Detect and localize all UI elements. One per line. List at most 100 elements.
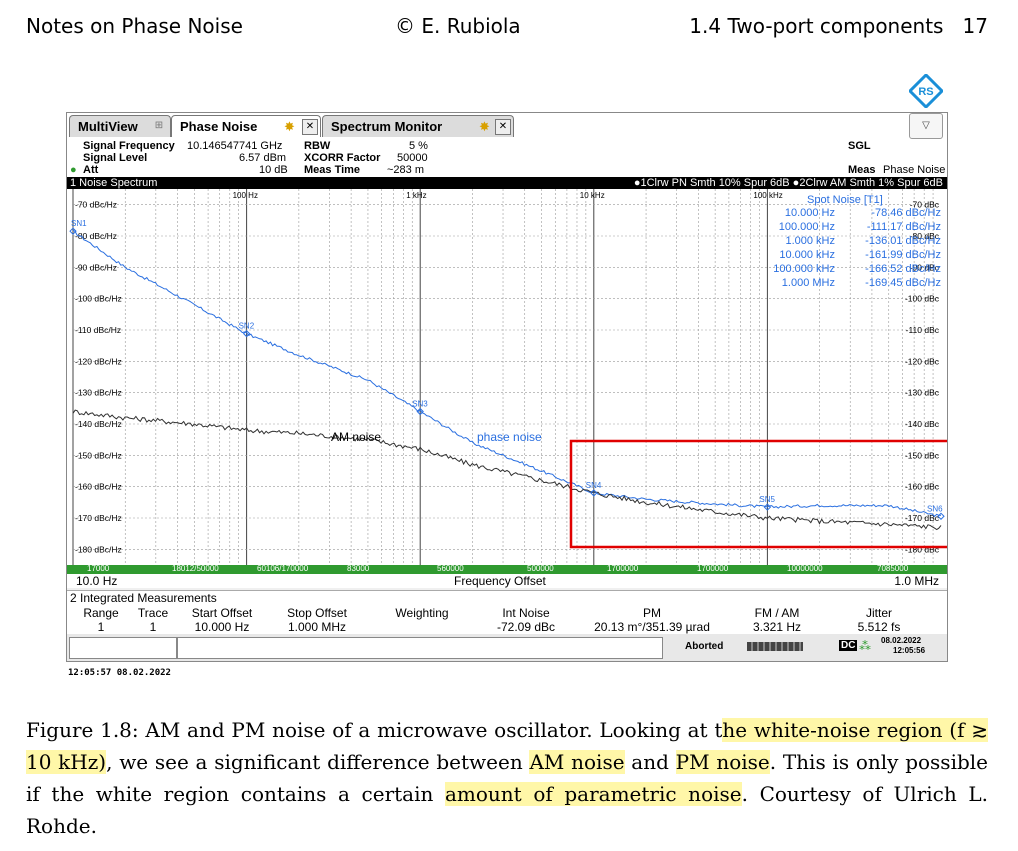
segment-label: 1700000	[607, 564, 639, 573]
segment-label: 17000	[87, 564, 110, 573]
caption-text: and	[624, 750, 676, 774]
tab-multiview-label: MultiView	[78, 119, 138, 134]
table-cell: -72.09 dBc	[496, 620, 556, 634]
spot-noise-offset: 100.000 kHz	[773, 263, 835, 275]
y-tick-label-right: -120 dBc	[905, 356, 940, 366]
close-icon[interactable]: ✕	[302, 119, 318, 135]
table-cell: 1	[149, 620, 157, 634]
y-tick-label: -80 dBc/Hz	[75, 231, 117, 241]
chevron-down-icon[interactable]: ▽	[909, 113, 943, 139]
table-cell: 20.13 m°/351.39 µrad	[594, 620, 710, 634]
spot-noise-value: -111.17 dBc/Hz	[867, 221, 941, 233]
noise-plot[interactable]: 100 Hz 1 kHz 10 kHz 100 kHz -70 dBc/Hz -70 dB…	[67, 189, 947, 565]
y-tick-label: -130 dBc/Hz	[75, 388, 122, 398]
y-tick-label-right: -80 dBc	[910, 231, 940, 241]
column-header: Int Noise	[502, 606, 550, 620]
meas-label: Meas	[848, 164, 876, 176]
spot-noise-offset: 10.000 Hz	[785, 207, 835, 219]
reference-icon: ⁂	[859, 639, 871, 653]
analyzer-screen: MultiView ⊞ Phase Noise ✸ ✕ Spectrum Mon…	[66, 112, 948, 662]
status-state: Aborted	[685, 641, 724, 652]
y-tick-label-right: -110 dBc	[906, 325, 940, 335]
signal-frequency-label: Signal Frequency	[83, 140, 175, 152]
y-tick-label-right: -100 dBc	[905, 294, 940, 304]
message-field	[177, 637, 663, 659]
window-title: 1 Noise Spectrum	[70, 177, 158, 189]
y-tick-label: -140 dBc/Hz	[75, 419, 122, 429]
column-header: PM	[643, 606, 661, 620]
status-dot-icon: ●	[70, 164, 77, 176]
caption-text: . This is only possible if the white reg…	[26, 750, 989, 806]
column-header: Start Offset	[191, 606, 253, 620]
y-tick-label-right: -150 dBc	[905, 450, 940, 460]
xcorr-label: XCORR Factor	[304, 152, 381, 164]
y-tick-label: -70 dBc/Hz	[75, 200, 117, 210]
meas-time-label: Meas Time	[304, 164, 361, 176]
close-icon[interactable]: ✕	[495, 119, 511, 135]
spot-noise-value: -78.46 dBc/Hz	[871, 207, 941, 219]
marker-sn5	[763, 503, 772, 511]
table-cell: 1	[97, 620, 105, 634]
status-bar: Aborted DC ⁂ 08.02.2022 12:05:56	[67, 634, 947, 661]
y-tick-label: -120 dBc/Hz	[75, 356, 122, 366]
att-label: Att	[83, 164, 99, 176]
tab-phase-noise[interactable]: Phase Noise ✸ ✕	[171, 115, 321, 137]
star-icon: ✸	[479, 119, 490, 134]
marker-sn3	[416, 407, 424, 416]
decade-label: 10 kHz	[580, 191, 605, 200]
tab-spectrum-monitor[interactable]: Spectrum Monitor ✸ ✕	[322, 115, 514, 137]
marker-label: SN5	[759, 495, 775, 504]
dc-badge: DC	[839, 640, 858, 651]
segment-label: 83000	[347, 564, 370, 573]
plot-canvas: 100 Hz 1 kHz 10 kHz 100 kHz -70 dBc/Hz -70 dB…	[69, 189, 947, 565]
window-title-bar: 1 Noise Spectrum ●1Clrw PN Smth 10% Spur…	[67, 177, 947, 189]
rs-logo-icon: RS	[909, 74, 943, 108]
marker-label: SN1	[71, 219, 87, 228]
marker-sn4	[590, 489, 598, 497]
caption-text: , we see a significant difference betwee…	[106, 750, 530, 774]
spot-noise-offset: 1.000 MHz	[782, 277, 835, 289]
x-axis-bar: 10.0 Hz Frequency Offset 1.0 MHz	[67, 574, 947, 588]
spot-noise-value: -169.45 dBc/Hz	[865, 277, 941, 289]
status-time: 12:05:56	[893, 646, 926, 655]
grid-icon: ⊞	[154, 120, 164, 131]
signal-level-value: 6.57 dBm	[239, 152, 287, 164]
segment-label: 10000000	[787, 564, 823, 573]
caption-highlight: AM noise	[529, 750, 625, 774]
y-tick-label: -180 dBc/Hz	[75, 544, 122, 554]
y-tick-label-right: -130 dBc	[905, 388, 940, 398]
status-date: 08.02.2022	[881, 636, 922, 645]
marker-sn1	[69, 227, 77, 235]
running-header-section: 1.4 Two-port components 17	[689, 14, 988, 38]
sgl-label: SGL	[848, 140, 871, 152]
y-tick-label: -160 dBc/Hz	[75, 482, 122, 492]
y-tick-label: -100 dBc/Hz	[75, 294, 122, 304]
segment-label: 60106/170000	[257, 564, 309, 573]
rbw-value: 5 %	[409, 140, 428, 152]
column-header: Jitter	[865, 606, 893, 620]
marker-sn6	[937, 512, 945, 520]
segment-label: 1700000	[697, 564, 729, 573]
status-field	[69, 637, 177, 659]
spot-noise-offset: 1.000 kHz	[785, 235, 835, 247]
am-noise-label: AM noise	[331, 430, 381, 444]
traces-info: ●1Clrw PN Smth 10% Spur 6dB ●2Clrw AM Sm…	[633, 177, 943, 189]
column-header: FM / AM	[754, 606, 800, 620]
x-axis-stop: 1.0 MHz	[894, 574, 939, 588]
segment-bar: 17000 18012/50000 60106/170000 83000 560000 5…	[67, 564, 947, 574]
y-tick-label: -110 dBc/Hz	[75, 325, 121, 335]
caption-highlight: amount of parametric noise	[444, 782, 742, 806]
tab-multiview[interactable]: MultiView ⊞	[69, 115, 171, 137]
column-header: Trace	[137, 606, 169, 620]
phase-noise-trace	[72, 229, 942, 518]
figure-caption: Figure 1.8: AM and PM noise of a microwa…	[26, 714, 988, 842]
caption-text: Figure 1.8: AM and PM noise of a microwa…	[26, 718, 723, 742]
segment-label: 560000	[437, 564, 464, 573]
am-noise-trace	[72, 409, 942, 531]
table-cell: 10.000 Hz	[194, 620, 250, 634]
tab-spectrum-monitor-label: Spectrum Monitor	[331, 119, 443, 134]
svg-text:RS: RS	[918, 86, 933, 98]
y-tick-label-right: -160 dBc	[905, 482, 940, 492]
caption-text: . Courtesy of Ulrich L. Rohde.	[26, 782, 988, 838]
integrated-title: 2 Integrated Measurements	[70, 591, 217, 605]
